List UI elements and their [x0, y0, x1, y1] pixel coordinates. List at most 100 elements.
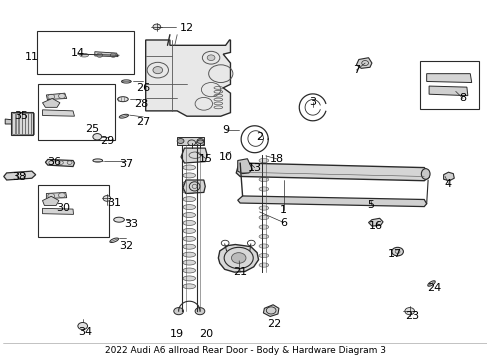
Text: 10: 10 [219, 152, 233, 162]
Ellipse shape [259, 206, 269, 210]
Ellipse shape [93, 159, 102, 162]
Ellipse shape [183, 149, 196, 154]
Text: 27: 27 [136, 117, 150, 126]
Polygon shape [47, 192, 67, 198]
Circle shape [78, 323, 88, 329]
Text: 38: 38 [12, 172, 26, 182]
Ellipse shape [259, 177, 269, 182]
Text: 36: 36 [48, 157, 62, 167]
Polygon shape [219, 244, 259, 272]
Ellipse shape [421, 168, 430, 179]
Text: 31: 31 [107, 198, 121, 208]
Ellipse shape [259, 244, 269, 248]
Text: 19: 19 [170, 329, 184, 339]
Text: 16: 16 [369, 221, 383, 231]
Ellipse shape [259, 253, 269, 258]
Bar [16, 113, 19, 134]
Circle shape [93, 134, 101, 140]
Bar [37, 31, 134, 74]
Bar [19, 113, 22, 134]
Bar [420, 61, 480, 109]
Text: 4: 4 [445, 179, 452, 189]
Text: 15: 15 [199, 154, 213, 164]
Text: 21: 21 [233, 267, 247, 277]
Circle shape [405, 307, 415, 315]
Text: 22: 22 [267, 319, 281, 329]
Ellipse shape [183, 197, 196, 202]
Bar [38, 185, 109, 238]
Text: 20: 20 [199, 329, 213, 339]
Text: 11: 11 [25, 51, 39, 62]
Ellipse shape [114, 217, 124, 222]
Ellipse shape [183, 165, 196, 170]
Circle shape [197, 139, 204, 144]
Ellipse shape [122, 80, 131, 83]
Ellipse shape [119, 114, 128, 118]
Ellipse shape [183, 220, 196, 225]
Ellipse shape [259, 234, 269, 239]
Text: 6: 6 [280, 217, 287, 228]
Polygon shape [43, 208, 74, 215]
Text: 29: 29 [100, 136, 114, 146]
Text: 12: 12 [180, 23, 194, 33]
Polygon shape [95, 52, 118, 57]
Circle shape [153, 67, 163, 74]
Text: 25: 25 [85, 123, 99, 134]
Ellipse shape [259, 197, 269, 201]
Ellipse shape [183, 189, 196, 194]
Polygon shape [356, 58, 372, 68]
Bar [12, 113, 15, 134]
Text: 37: 37 [119, 159, 133, 169]
Bar [22, 113, 24, 134]
Polygon shape [43, 196, 59, 206]
Ellipse shape [183, 228, 196, 233]
Polygon shape [238, 159, 252, 174]
Bar [38, 84, 115, 140]
Text: 24: 24 [427, 283, 441, 293]
Ellipse shape [428, 281, 435, 286]
Circle shape [231, 253, 246, 263]
Text: 8: 8 [460, 94, 466, 103]
Polygon shape [46, 159, 74, 167]
Ellipse shape [183, 212, 196, 217]
Ellipse shape [183, 276, 196, 281]
Text: 35: 35 [14, 111, 28, 121]
Ellipse shape [118, 97, 128, 102]
Text: 13: 13 [247, 163, 262, 172]
Text: 30: 30 [56, 203, 71, 213]
Text: 2: 2 [256, 132, 263, 143]
Ellipse shape [80, 54, 89, 57]
Polygon shape [429, 86, 468, 96]
Bar [24, 113, 27, 134]
Text: 9: 9 [222, 125, 229, 135]
Text: 34: 34 [78, 327, 92, 337]
Polygon shape [264, 305, 279, 316]
Ellipse shape [259, 225, 269, 229]
Polygon shape [183, 180, 205, 193]
Polygon shape [238, 196, 427, 207]
Ellipse shape [183, 244, 196, 249]
Ellipse shape [259, 263, 269, 267]
Polygon shape [43, 110, 74, 116]
Text: 7: 7 [353, 65, 360, 75]
Bar [177, 138, 204, 145]
Circle shape [195, 307, 205, 315]
Text: 14: 14 [71, 48, 85, 58]
Ellipse shape [110, 238, 119, 243]
Bar [11, 112, 33, 135]
Ellipse shape [183, 284, 196, 289]
Text: 28: 28 [134, 99, 148, 109]
Polygon shape [146, 40, 230, 116]
Circle shape [392, 247, 403, 256]
Ellipse shape [183, 204, 196, 210]
Circle shape [207, 55, 215, 60]
Polygon shape [236, 163, 429, 181]
Text: 1: 1 [280, 205, 287, 215]
Ellipse shape [183, 260, 196, 265]
Text: 18: 18 [270, 154, 284, 164]
Bar [31, 113, 34, 134]
Ellipse shape [259, 187, 269, 191]
Ellipse shape [259, 215, 269, 220]
Text: 33: 33 [124, 219, 138, 229]
Polygon shape [43, 99, 60, 107]
